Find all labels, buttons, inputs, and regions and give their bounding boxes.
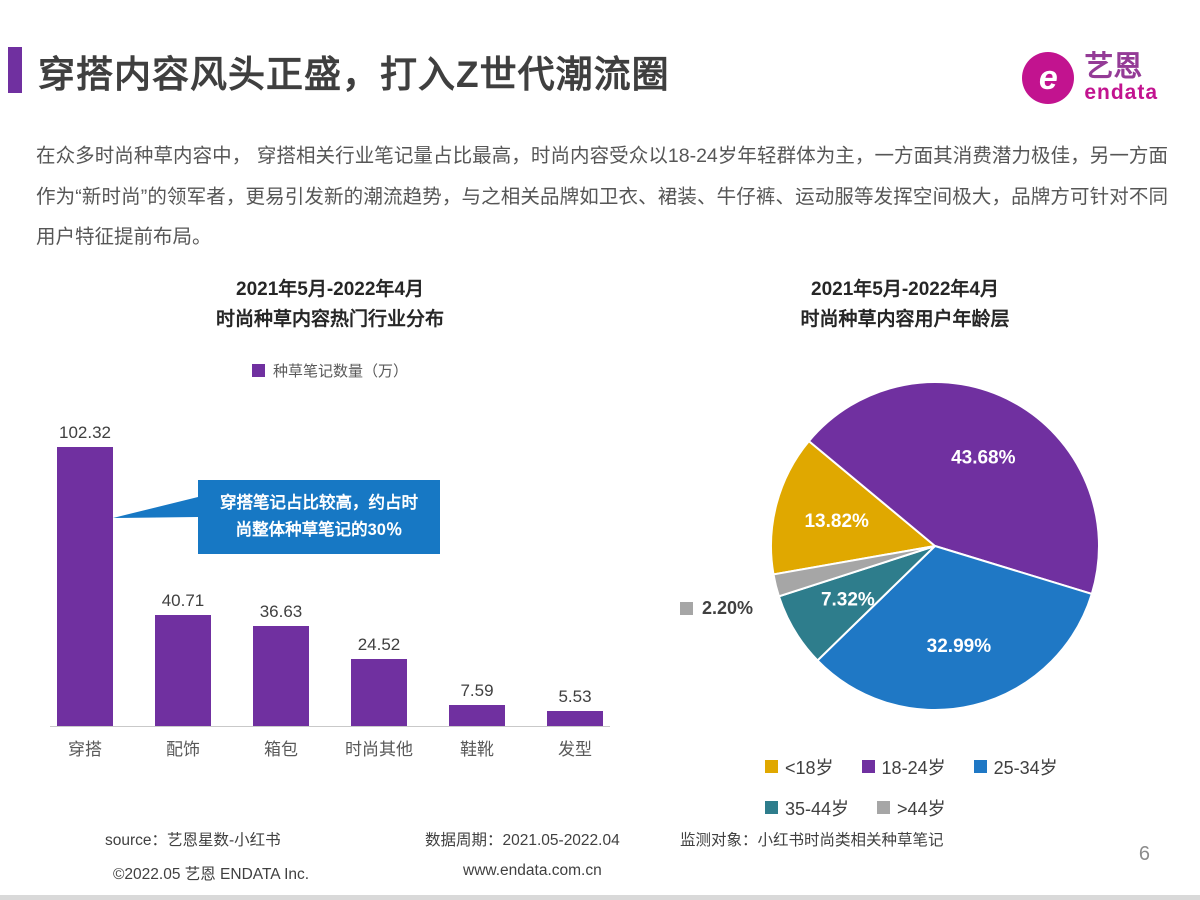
bar-rect [351,658,407,726]
pie-chart-section: 2021年5月-2022年4月 时尚种草内容用户年龄层 13.82% 43.68%… [640,275,1170,821]
legend-row: <18岁 18-24岁 25-34岁 [765,754,1058,780]
pie-slice-value-label: 32.99% [927,636,992,657]
legend-item: 25-34岁 [973,754,1058,780]
bar-chart-title: 2021年5月-2022年4月 时尚种草内容热门行业分布 [30,275,630,336]
bar-value-label: 36.63 [259,601,303,621]
bar-value-label: 102.32 [59,422,111,442]
pie-external-label-value: 2.20% [702,597,754,618]
logo-brand-cn: 艺恩 [1084,51,1143,83]
pie-chart-title-line1: 2021年5月-2022年4月 [811,279,999,300]
pie-external-label: 2.20% [680,598,753,619]
footer-website: www.endata.com.cn [463,862,602,879]
bar-rect [449,705,505,726]
footer-data-period: 数据周期：2021.05-2022.04 [425,832,620,849]
pie-slice-value-label: 43.68% [951,447,1016,468]
bar-column: 5.53 [540,687,610,726]
legend-swatch [765,801,778,815]
pie-slice [816,544,1094,711]
footer-monitor-target: 监测对象：小红书时尚类相关种草笔记 [680,832,944,849]
pie-slice-value-label: 7.32% [821,589,875,610]
legend-item: 35-44岁 [765,795,849,821]
legend-swatch [765,760,778,774]
bar-column: 36.63 [246,602,316,726]
pie-chart-title-line2: 时尚种草内容用户年龄层 [800,309,1010,331]
endata-logo-text: 艺恩 endata [1084,52,1158,104]
bar-category-label: 发型 [558,739,592,759]
pie-chart-title: 2021年5月-2022年4月 时尚种草内容用户年龄层 [640,275,1170,336]
bar-value-label: 7.59 [460,681,494,701]
bar-column: 24.52 [344,635,414,726]
legend-item: <18岁 [765,754,834,780]
legend-label: 25-34岁 [993,757,1058,778]
page-title: 穿搭内容风头正盛，打入Z世代潮流圈 [38,54,670,95]
bar-rect [253,625,309,726]
bar-value-label: 5.53 [558,686,592,706]
pie-chart: 13.82% 43.68% 32.99% 7.32% [770,380,1100,711]
legend-label: 35-44岁 [785,798,850,819]
bar-value-label: 40.71 [161,590,205,610]
bar-chart-plot: 102.32 40.71 36.63 24.52 7.59 5.53 [50,407,610,727]
pie-slice [770,439,938,576]
legend-label: 18-24岁 [881,757,946,778]
bar-rect [57,446,113,726]
intro-paragraph: 在众多时尚种草内容中， 穿搭相关行业笔记量占比最高，时尚内容受众以18-24岁年… [36,145,1168,249]
bar-value-label: 24.52 [357,634,401,654]
legend-swatch [861,760,875,774]
bar-category-label: 箱包 [264,739,298,759]
endata-logo: e 艺恩 endata [1022,52,1158,105]
legend-item: 18-24岁 [861,754,946,780]
footer-copyright: ©2022.05 艺恩 ENDATA Inc. [113,866,310,883]
legend-swatch [973,760,987,774]
title-accent-bar [8,47,22,93]
bar-chart-axis-labels: 穿搭 配饰 箱包 时尚其他 鞋靴 发型 [50,735,610,760]
bar-category-label: 时尚其他 [345,739,413,759]
pie-chart-area: 13.82% 43.68% 32.99% 7.32% 2.20% [640,376,1170,724]
legend-item: >44岁 [877,795,946,821]
annotation-text: 穿搭笔记占比较高，约占时尚整体种草笔记的30％ [220,494,418,540]
bar-chart-title-line2: 时尚种草内容热门行业分布 [215,309,444,331]
pie-external-label-swatch [680,601,693,615]
bar-chart-legend: 种草笔记数量（万） [30,360,630,381]
endata-logo-icon: e [1022,52,1075,105]
bar-category-label: 穿搭 [68,739,102,759]
footer-source: source：艺恩星数-小红书 [105,832,281,849]
legend-swatch [251,363,265,377]
annotation-callout: 穿搭笔记占比较高，约占时尚整体种草笔记的30％ [198,480,440,555]
bottom-divider [0,895,1200,900]
pie-slice-value-label: 13.82% [804,511,869,532]
pie-slice [772,544,936,598]
bar-column: 102.32 [50,423,120,726]
bar-category-label: 配饰 [166,739,200,759]
page-number: 6 [1138,843,1150,865]
logo-brand-en: endata [1084,81,1158,105]
pie-slice [807,380,1100,595]
bar-category-label: 鞋靴 [460,739,494,759]
bar-column: 40.71 [148,591,218,726]
bar-chart-section: 2021年5月-2022年4月 时尚种草内容热门行业分布 种草笔记数量（万） 1… [30,275,630,760]
bar-column: 7.59 [442,681,512,726]
bar-rect [547,710,603,726]
legend-label: >44岁 [897,798,946,819]
bar-legend-label: 种草笔记数量（万） [272,362,408,380]
callout-pointer [113,497,198,518]
legend-label: <18岁 [785,757,834,778]
legend-row: 35-44岁 >44岁 [765,795,946,821]
pie-chart-legend: <18岁 18-24岁 25-34岁 35-44岁 >44岁 [765,754,1058,821]
bar-rect [155,614,211,726]
bar-chart-title-line1: 2021年5月-2022年4月 [236,279,424,300]
legend-swatch [877,801,891,815]
